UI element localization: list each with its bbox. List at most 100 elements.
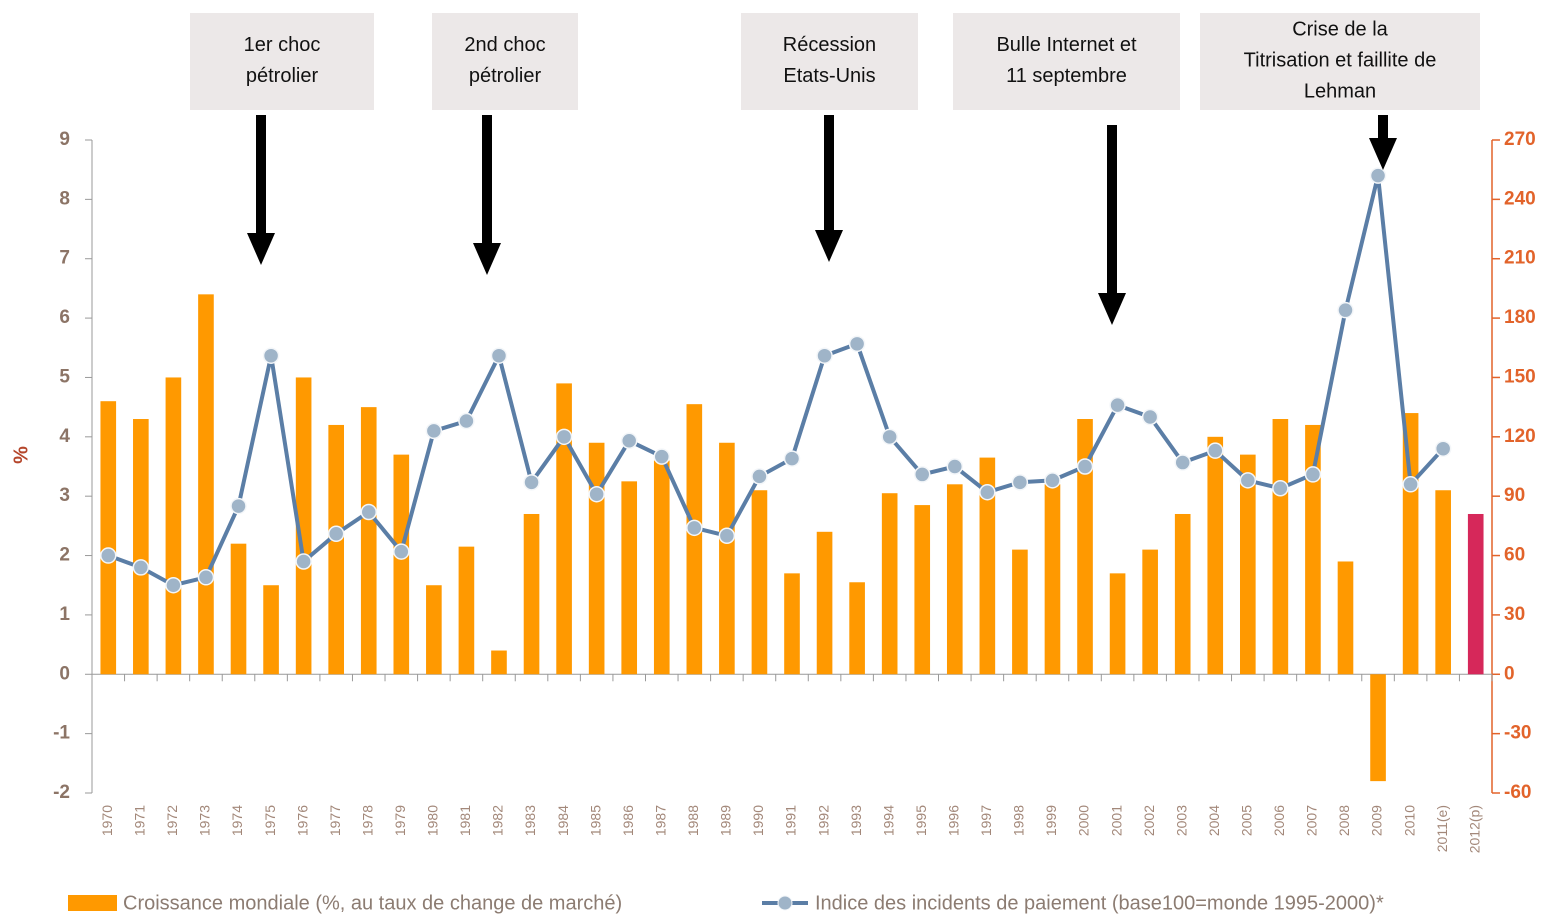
bar	[230, 543, 247, 675]
arrow-head	[1098, 293, 1126, 325]
bar	[653, 460, 670, 675]
x-tick-label: 2010	[1401, 805, 1417, 836]
marker	[816, 347, 833, 364]
arrow-shaft	[824, 115, 834, 234]
bar	[426, 585, 442, 675]
bar	[1337, 561, 1354, 675]
bar	[328, 424, 344, 675]
bar	[523, 513, 540, 675]
marker	[425, 422, 443, 440]
marker	[295, 553, 312, 570]
marker	[555, 428, 573, 446]
marker	[1304, 466, 1322, 483]
marker	[1434, 440, 1452, 457]
arrow-shaft	[256, 115, 266, 237]
marker	[1402, 476, 1419, 493]
x-tick-label: 1988	[685, 805, 701, 836]
x-tick-label: 2003	[1173, 805, 1189, 836]
x-tick-label: 1979	[392, 805, 408, 836]
bar	[914, 505, 931, 675]
y2-tick-label: 240	[1504, 188, 1536, 209]
marker	[132, 559, 150, 576]
x-tick-label: 2008	[1336, 805, 1352, 836]
y2-tick-label: -60	[1504, 782, 1531, 803]
bar	[1044, 484, 1061, 675]
x-tick-label: 1986	[620, 805, 636, 836]
x-tick-label: 1983	[522, 805, 538, 836]
x-tick-label: 1978	[359, 805, 375, 836]
legend-label: Croissance mondiale (%, au taux de chang…	[123, 892, 622, 914]
bar	[1272, 419, 1289, 675]
legend-swatch	[777, 895, 793, 911]
marker	[1272, 480, 1289, 497]
x-tick-label: 2005	[1239, 805, 1255, 836]
x-tick-label: 1993	[848, 805, 864, 836]
marker	[1011, 474, 1029, 491]
x-tick-label: 1980	[425, 805, 441, 836]
y-tick-label: 1	[59, 604, 70, 625]
marker	[686, 519, 703, 537]
bar	[751, 490, 768, 675]
arrow-shaft	[482, 115, 492, 247]
bar	[686, 404, 703, 675]
x-tick-label: 2000	[1076, 805, 1092, 836]
x-tick-label: 1982	[490, 805, 506, 836]
marker	[620, 432, 638, 450]
annotation-box	[953, 13, 1180, 110]
x-tick-label: 1992	[815, 805, 831, 836]
x-tick-label: 1989	[718, 805, 734, 836]
marker	[1207, 442, 1224, 459]
x-tick-label: 1998	[1011, 805, 1027, 836]
x-tick-label: 1994	[880, 805, 896, 836]
marker	[393, 543, 410, 560]
annotation-text: Crise de la	[1292, 18, 1388, 40]
x-tick-label: 1991	[783, 805, 799, 836]
y2-tick-label: 0	[1504, 663, 1515, 684]
y2-tick-label: 120	[1504, 426, 1536, 447]
arrow-shaft	[1378, 115, 1388, 142]
bar	[1240, 454, 1256, 675]
x-tick-label: 2009	[1369, 805, 1385, 836]
bar	[360, 407, 377, 675]
bar	[133, 419, 149, 675]
bar	[1467, 513, 1484, 675]
annotation-text: pétrolier	[246, 65, 319, 87]
bar	[784, 573, 800, 675]
annotation-text: 2nd choc	[464, 34, 545, 56]
bar	[881, 493, 898, 675]
y-tick-label: -2	[53, 782, 70, 803]
arrow-head	[1369, 138, 1397, 170]
annotation-box	[432, 13, 578, 110]
y-tick-label: 5	[59, 366, 70, 387]
bar	[1207, 436, 1224, 675]
bar	[1109, 573, 1126, 675]
marker	[1174, 454, 1191, 471]
marker	[360, 503, 377, 521]
marker	[1239, 472, 1257, 489]
bar	[100, 401, 117, 675]
bar	[556, 383, 572, 675]
x-tick-label: 2004	[1206, 805, 1222, 836]
marker	[523, 474, 540, 491]
annotation-text: 1er choc	[244, 34, 321, 56]
marker	[327, 525, 345, 543]
marker	[913, 466, 931, 483]
marker	[751, 468, 768, 485]
marker	[197, 569, 215, 586]
annotation-text: Bulle Internet et	[996, 34, 1137, 56]
bar	[946, 484, 963, 675]
y-tick-label: 4	[59, 426, 70, 447]
bar	[1012, 549, 1028, 675]
bar	[491, 650, 507, 675]
bar	[816, 531, 833, 675]
annotation-box	[741, 13, 918, 110]
x-tick-label: 1972	[164, 805, 180, 836]
bar	[1402, 413, 1419, 675]
marker	[1109, 396, 1126, 414]
marker	[881, 428, 898, 446]
marker	[458, 412, 475, 430]
y-tick-label: 0	[59, 663, 70, 684]
y-tick-label: 2	[59, 545, 70, 566]
x-tick-label: 1976	[294, 805, 310, 836]
arrow-shaft	[1107, 125, 1117, 297]
